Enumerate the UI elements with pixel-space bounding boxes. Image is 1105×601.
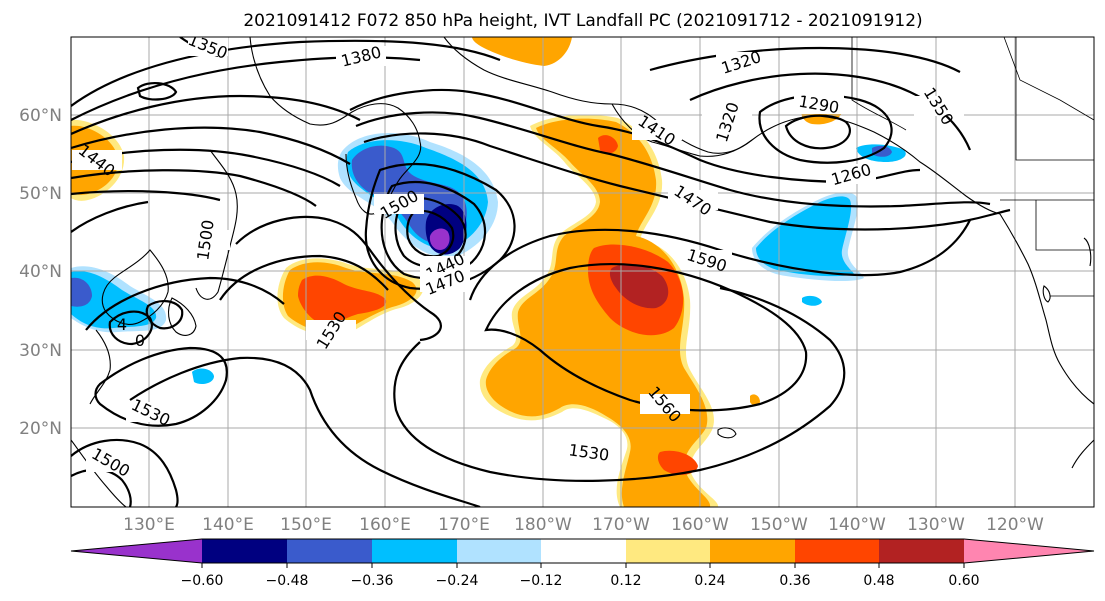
colorbar-segment: [626, 539, 710, 563]
lon-label: 130°W: [907, 515, 965, 535]
graticule: [71, 37, 1094, 507]
lat-label: 40°N: [19, 262, 62, 282]
lon-label: 150°E: [280, 515, 332, 535]
contour-label: 1530: [564, 440, 614, 465]
negative-ivt-gulf-alaska-blue: [872, 145, 892, 157]
colorbar: −0.60 −0.48 −0.36 −0.24 −0.12 0.12 0.24 …: [70, 538, 1095, 589]
negative-ivt-japan-blue: [71, 277, 92, 307]
negative-ivt-small-1: [192, 368, 214, 384]
contour-label: 1290: [794, 92, 844, 117]
colorbar-segment: [287, 539, 372, 563]
contour-label: 1320: [716, 47, 766, 78]
contour-label: 1530: [306, 308, 356, 353]
colorbar-label: −0.36: [351, 573, 394, 589]
positive-ivt-central-core: [609, 263, 669, 309]
negative-ivt-east-cyan: [756, 196, 854, 277]
contour-label: 1380: [336, 42, 386, 71]
lon-label: 170°E: [438, 515, 490, 535]
negative-ivt-core: [429, 228, 450, 250]
colorbar-label: 0.24: [694, 573, 725, 589]
colorbar-extend-min: [71, 539, 202, 563]
colorbar-label: 0.60: [948, 573, 979, 589]
positive-ivt-aleutian-red: [598, 135, 618, 154]
colorbar-label: −0.12: [520, 573, 563, 589]
lon-label: 120°W: [986, 515, 1044, 535]
colorbar-label: −0.48: [266, 573, 309, 589]
latitude-labels: 20°N 30°N 40°N 50°N 60°N: [19, 106, 62, 439]
colorbar-label: 0.36: [779, 573, 810, 589]
longitude-labels: 130°E 140°E 150°E 160°E 170°E 180°W 170°…: [123, 515, 1044, 535]
map-frame: [70, 36, 1095, 508]
colorbar-segment: [541, 539, 626, 563]
lat-label: 30°N: [19, 341, 62, 361]
lon-label: 160°E: [359, 515, 411, 535]
colorbar-label: −0.24: [436, 573, 479, 589]
colorbar-tick-labels: −0.60 −0.48 −0.36 −0.24 −0.12 0.12 0.24 …: [181, 573, 980, 589]
colorbar-segment: [457, 539, 541, 563]
colorbar-extend-max: [964, 539, 1094, 563]
lon-label: 170°W: [592, 515, 650, 535]
lon-label: 140°W: [828, 515, 886, 535]
contour-label: 4: [117, 315, 127, 334]
colorbar-segment: [202, 539, 287, 563]
lat-label: 50°N: [19, 184, 62, 204]
positive-ivt-westcentral-red: [298, 275, 387, 325]
contour-label: 0: [135, 331, 145, 350]
negative-ivt-japan-cyan: [71, 271, 157, 329]
plot-title: 2021091412 F072 850 hPa height, IVT Land…: [243, 11, 922, 31]
lon-label: 180°W: [514, 515, 572, 535]
colorbar-segment: [710, 539, 795, 563]
positive-ivt-small-3: [750, 394, 760, 406]
positive-ivt-south-red: [657, 450, 698, 475]
negative-ivt-small-2: [802, 295, 822, 306]
colorbar-ticks: [201, 563, 965, 568]
svg-text:0: 0: [135, 331, 145, 350]
political-borders: [851, 37, 1094, 297]
svg-text:4: 4: [117, 315, 127, 334]
lon-label: 150°W: [750, 515, 808, 535]
colorbar-label: −0.60: [181, 573, 224, 589]
colorbar-segment: [372, 539, 457, 563]
lat-label: 20°N: [19, 419, 62, 439]
lat-label: 60°N: [19, 106, 62, 126]
colorbar-segment: [795, 539, 879, 563]
colorbar-label: 0.48: [863, 573, 894, 589]
lon-label: 140°E: [202, 515, 254, 535]
colorbar-segment: [879, 539, 964, 563]
positive-ivt-top: [472, 37, 572, 66]
lon-label: 160°W: [671, 515, 729, 535]
map-panel: 1350 1380 1320 1290 1350 1410 1320 1440 …: [71, 37, 1094, 507]
colorbar-label: 0.12: [610, 573, 641, 589]
lon-label: 130°E: [123, 515, 175, 535]
